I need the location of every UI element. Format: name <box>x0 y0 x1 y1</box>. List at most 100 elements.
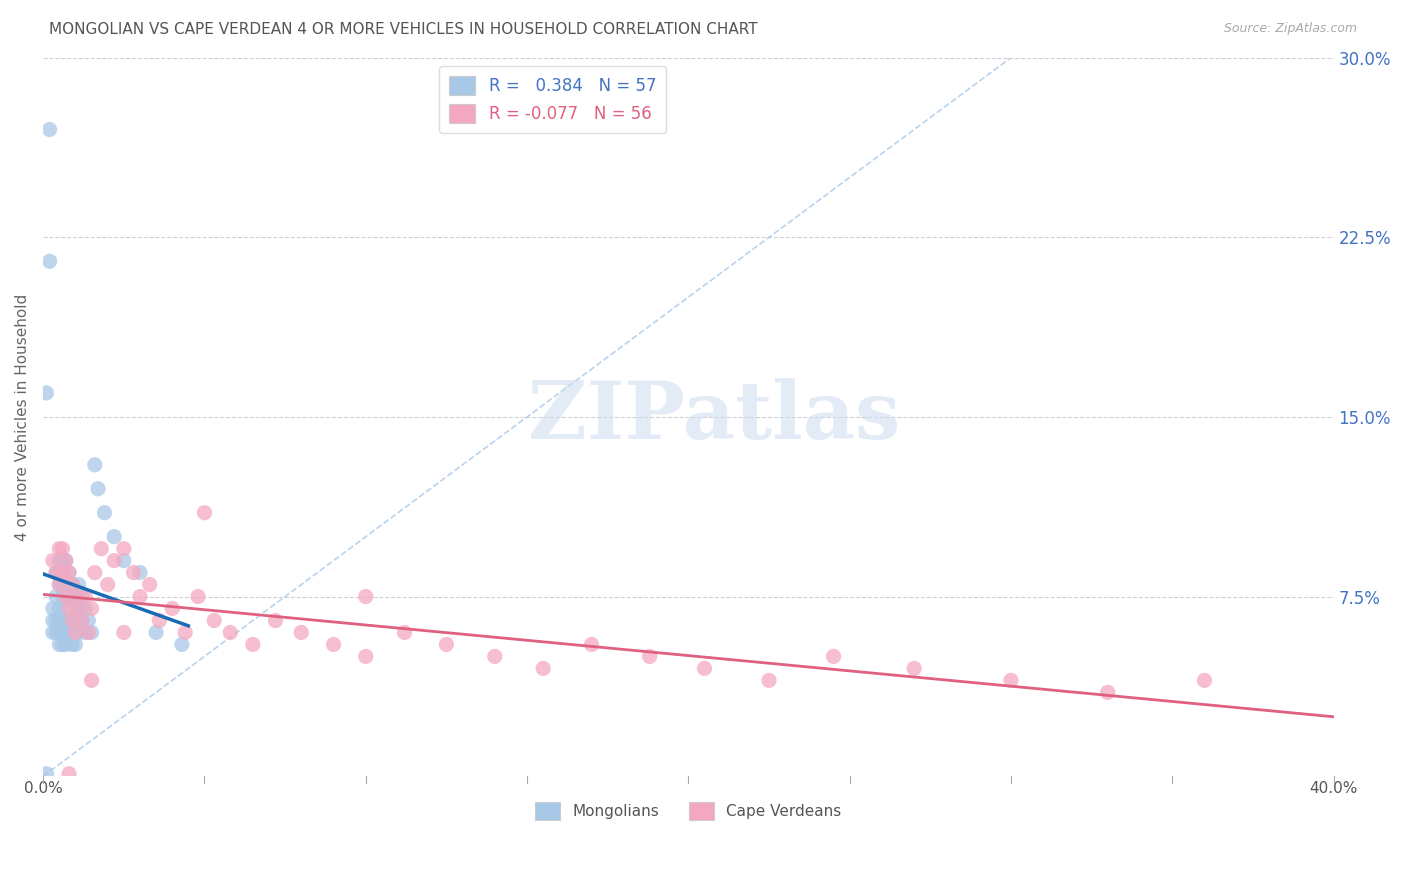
Point <box>60 637 83 651</box>
Point <box>83 566 105 580</box>
Point <box>581 637 603 651</box>
Point <box>112 554 135 568</box>
Point <box>42 554 65 568</box>
Point <box>45 566 67 580</box>
Point <box>112 625 135 640</box>
Point <box>45 590 67 604</box>
Point <box>42 614 65 628</box>
Point <box>55 590 77 604</box>
Point <box>60 577 83 591</box>
Point <box>48 554 70 568</box>
Point <box>394 625 416 640</box>
Point <box>55 577 77 591</box>
Point <box>129 590 152 604</box>
Point <box>51 577 73 591</box>
Point <box>48 614 70 628</box>
Legend: Mongolians, Cape Verdeans: Mongolians, Cape Verdeans <box>529 797 848 826</box>
Point <box>35 766 58 780</box>
Point <box>48 577 70 591</box>
Point <box>138 577 160 591</box>
Point <box>202 614 225 628</box>
Point <box>70 614 93 628</box>
Point <box>55 601 77 615</box>
Point <box>75 625 97 640</box>
Point <box>58 766 80 780</box>
Point <box>97 577 120 591</box>
Point <box>638 649 661 664</box>
Text: Source: ZipAtlas.com: Source: ZipAtlas.com <box>1223 22 1357 36</box>
Point <box>45 566 67 580</box>
Point <box>693 661 716 675</box>
Point <box>1097 685 1119 699</box>
Point <box>67 601 90 615</box>
Point <box>51 566 73 580</box>
Point <box>48 566 70 580</box>
Y-axis label: 4 or more Vehicles in Household: 4 or more Vehicles in Household <box>15 293 30 541</box>
Point <box>354 649 377 664</box>
Point <box>65 637 87 651</box>
Point <box>58 625 80 640</box>
Point <box>55 637 77 651</box>
Point <box>48 637 70 651</box>
Point <box>174 625 197 640</box>
Point <box>148 614 170 628</box>
Point <box>58 566 80 580</box>
Point <box>129 566 152 580</box>
Point <box>77 625 100 640</box>
Point <box>65 590 87 604</box>
Point <box>160 601 183 615</box>
Point <box>42 601 65 615</box>
Point <box>77 614 100 628</box>
Point <box>242 637 264 651</box>
Text: MONGOLIAN VS CAPE VERDEAN 4 OR MORE VEHICLES IN HOUSEHOLD CORRELATION CHART: MONGOLIAN VS CAPE VERDEAN 4 OR MORE VEHI… <box>49 22 758 37</box>
Point <box>83 458 105 472</box>
Point <box>290 625 312 640</box>
Point <box>35 386 58 401</box>
Point <box>65 614 87 628</box>
Point <box>67 625 90 640</box>
Point <box>45 625 67 640</box>
Point <box>67 601 90 615</box>
Point <box>51 541 73 556</box>
Point <box>60 614 83 628</box>
Point <box>322 637 344 651</box>
Point <box>219 625 242 640</box>
Point <box>48 601 70 615</box>
Point <box>80 673 103 688</box>
Point <box>103 530 125 544</box>
Point <box>42 625 65 640</box>
Point <box>75 601 97 615</box>
Point <box>60 590 83 604</box>
Point <box>60 614 83 628</box>
Point <box>58 601 80 615</box>
Point <box>58 566 80 580</box>
Point <box>145 625 167 640</box>
Point <box>87 482 110 496</box>
Point <box>58 614 80 628</box>
Point <box>51 590 73 604</box>
Point <box>758 673 780 688</box>
Point <box>531 661 554 675</box>
Point <box>55 625 77 640</box>
Point <box>436 637 458 651</box>
Point <box>48 541 70 556</box>
Point <box>67 577 90 591</box>
Point <box>65 625 87 640</box>
Point <box>51 566 73 580</box>
Point <box>903 661 925 675</box>
Point <box>45 614 67 628</box>
Point <box>93 506 115 520</box>
Point <box>65 590 87 604</box>
Point <box>193 506 215 520</box>
Point <box>80 625 103 640</box>
Text: ZIPatlas: ZIPatlas <box>529 378 900 456</box>
Point <box>187 590 209 604</box>
Point <box>38 122 60 136</box>
Point <box>80 601 103 615</box>
Point <box>1194 673 1216 688</box>
Point <box>38 254 60 268</box>
Point <box>55 554 77 568</box>
Point <box>90 541 112 556</box>
Point <box>48 577 70 591</box>
Point <box>48 625 70 640</box>
